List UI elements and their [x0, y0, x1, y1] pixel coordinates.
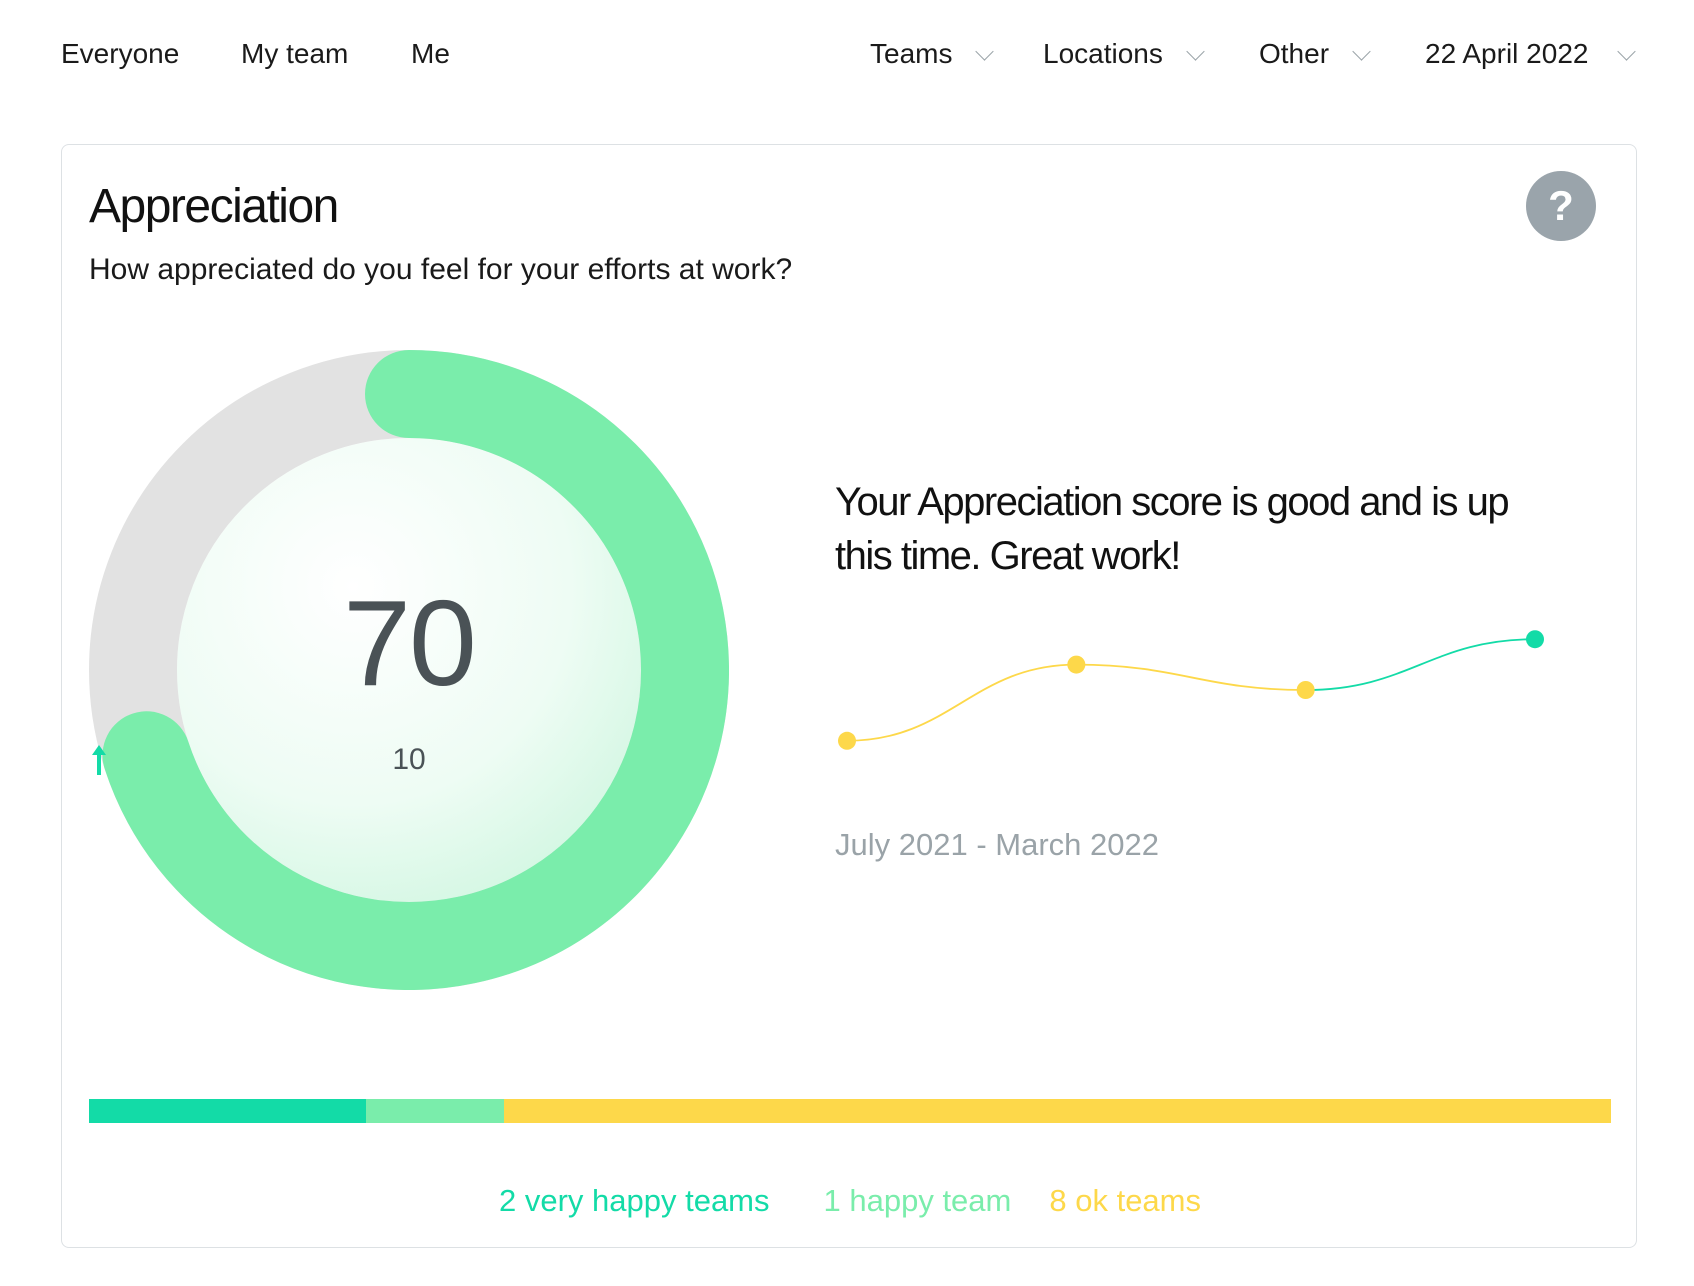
other-filter-label: Other: [1259, 38, 1330, 69]
score-change: 10: [89, 743, 729, 777]
chevron-down-icon: [1352, 41, 1371, 61]
chevron-down-icon: [1186, 41, 1205, 61]
distribution-segment-very-happy: [89, 1099, 366, 1123]
locations-filter-dropdown[interactable]: Locations: [1043, 36, 1205, 72]
help-button[interactable]: ?: [1526, 171, 1596, 241]
teams-filter-label: Teams: [870, 38, 953, 69]
trend-line-segment: [1076, 663, 1306, 691]
arrow-up-icon: [92, 745, 106, 775]
trend-date-range: July 2021 - March 2022: [835, 827, 1159, 862]
tab-me[interactable]: Me: [411, 38, 450, 69]
distribution-bar: [89, 1099, 1611, 1123]
chevron-down-icon: [975, 41, 995, 61]
legend-ok[interactable]: 8 ok teams: [1049, 1183, 1201, 1218]
chevron-down-icon: [1617, 41, 1637, 61]
trend-point[interactable]: [838, 731, 856, 750]
other-filter-dropdown[interactable]: Other: [1259, 36, 1371, 72]
tab-everyone[interactable]: Everyone: [61, 38, 180, 69]
card-question: How appreciated do you feel for your eff…: [89, 253, 793, 286]
teams-filter-dropdown[interactable]: Teams: [870, 36, 995, 72]
legend-very-happy[interactable]: 2 very happy teams: [498, 1183, 770, 1218]
trend-line-segment: [1305, 638, 1536, 691]
trend-line-segment: [846, 663, 1077, 742]
trend-chart: [835, 615, 1615, 895]
appreciation-card: Appreciation How appreciated do you feel…: [61, 144, 1637, 1248]
date-filter-dropdown[interactable]: 22 April 2022: [1425, 36, 1637, 72]
trend-point[interactable]: [1067, 655, 1086, 674]
tab-my-team[interactable]: My team: [241, 38, 349, 69]
top-navigation: Everyone My team Me Teams Locations Othe…: [0, 0, 1694, 110]
locations-filter-label: Locations: [1043, 38, 1163, 69]
gauge-inner-disc: [177, 438, 641, 902]
distribution-legend: 2 very happy teams 1 happy team 8 ok tea…: [62, 1181, 1638, 1221]
gauge-fill-arc: [102, 350, 729, 990]
score-value: 70: [343, 575, 477, 711]
score-summary: Your Appreciation score is good and is u…: [835, 480, 1510, 578]
trend-point[interactable]: [1296, 681, 1315, 699]
score-gauge: 70 10: [89, 350, 729, 990]
trend-svg: [838, 630, 1544, 750]
distribution-segment-happy: [365, 1099, 505, 1123]
score-change-value: 10: [392, 743, 426, 776]
card-title: Appreciation: [89, 180, 339, 233]
trend-point[interactable]: [1526, 630, 1544, 649]
gauge-svg: [89, 350, 729, 990]
distribution-segment-ok: [504, 1099, 1611, 1123]
date-filter-label: 22 April 2022: [1425, 38, 1589, 69]
legend-happy[interactable]: 1 happy team: [823, 1183, 1012, 1218]
